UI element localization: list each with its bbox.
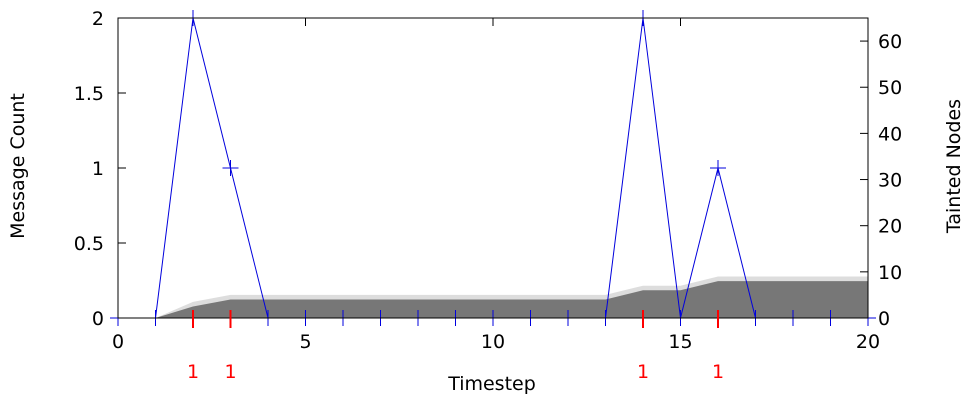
annotation-label: 1 [187,361,199,383]
y2-tick-label: 0 [878,308,890,330]
y2-tick-label: 20 [878,216,902,238]
plot-frame [117,17,869,319]
y2-tick-label: 60 [878,31,902,53]
y2-tick-label: 50 [878,77,902,99]
tainted-area-1 [118,281,868,318]
y-tick-label: 2 [92,8,104,30]
y-tick-label: 0.5 [74,233,104,255]
data-point-marker [222,160,239,176]
x-tick-label: 15 [668,331,692,353]
annotations: 1 1 1 1 [187,310,724,383]
y-tick-label: 1 [92,158,104,180]
x-tick-label: 10 [481,331,505,353]
y-tick-label: 1.5 [74,83,104,105]
x-axis-label: Timestep [447,373,536,395]
y2-tick-label: 10 [878,262,902,284]
x-tick-label: 5 [299,331,311,353]
y-axis-label: Message Count [7,93,29,239]
annotation-label: 1 [712,361,724,383]
x-tick-label: 0 [112,331,124,353]
data-point-marker [710,160,726,176]
y2-tick-label: 40 [878,123,902,145]
tainted-nodes-areas [118,276,868,318]
y2-axis-label: Tainted Nodes [943,99,965,234]
annotation-label: 1 [224,361,236,383]
y-tick-label: 0 [92,308,104,330]
x-tick-label: 20 [856,331,880,353]
annotation-label: 1 [637,361,649,383]
y2-tick-label: 30 [878,170,902,192]
